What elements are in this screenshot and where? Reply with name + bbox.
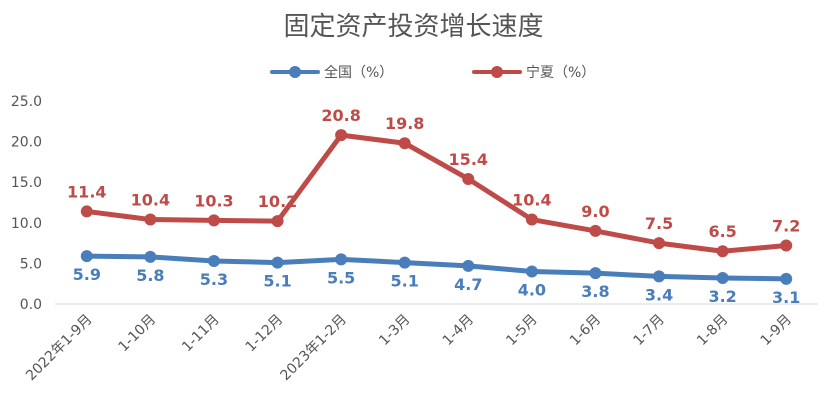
legend-label-national: 全国（%） bbox=[324, 65, 394, 81]
data-point bbox=[80, 205, 93, 218]
data-label: 7.2 bbox=[772, 217, 800, 236]
data-point bbox=[207, 254, 220, 267]
data-point bbox=[80, 250, 93, 263]
data-label: 10.4 bbox=[512, 191, 551, 210]
data-label: 4.0 bbox=[518, 281, 546, 300]
x-tick-label: 2023年1-2月 bbox=[277, 312, 349, 384]
data-point bbox=[271, 256, 284, 269]
data-label: 9.0 bbox=[581, 202, 609, 221]
legend-swatch-national bbox=[270, 66, 320, 78]
x-tick-label: 1-11月 bbox=[179, 312, 223, 356]
data-point bbox=[589, 224, 602, 237]
data-point bbox=[780, 272, 793, 285]
data-point bbox=[462, 259, 475, 272]
x-tick-label: 1-6月 bbox=[567, 312, 604, 349]
x-tick-label: 1-4月 bbox=[440, 312, 477, 349]
legend-item-ningxia: 宁夏（%） bbox=[472, 60, 595, 84]
series-ningxia: 11.4 10.4 10.3 10.2 20.8 19.8 15.4 10.4 9.0 7.5 6.… bbox=[67, 106, 800, 258]
legend: 全国（%） 宁夏（%） bbox=[0, 60, 827, 84]
data-point bbox=[144, 213, 157, 226]
series-line bbox=[84, 253, 789, 282]
x-tick-label: 1-7月 bbox=[630, 312, 667, 349]
legend-item-national: 全国（%） bbox=[270, 60, 393, 84]
x-tick-label: 1-10月 bbox=[116, 312, 160, 356]
y-tick-label: 5.0 bbox=[20, 256, 42, 272]
data-point bbox=[271, 215, 284, 228]
series-national: 5.9 5.8 5.3 5.1 5.5 5.1 4.7 4.0 3.8 3.4 3.2 3.1 bbox=[73, 250, 800, 307]
y-tick-label: 15.0 bbox=[11, 175, 42, 191]
x-tick-label: 1-5月 bbox=[503, 312, 540, 349]
x-tick-label: 1-3月 bbox=[376, 312, 413, 349]
data-label: 5.1 bbox=[263, 272, 291, 291]
y-tick-label: 10.0 bbox=[11, 216, 42, 232]
series-line bbox=[84, 132, 789, 254]
data-label: 5.1 bbox=[391, 272, 419, 291]
data-point bbox=[144, 250, 157, 263]
data-point bbox=[653, 237, 666, 250]
data-point bbox=[398, 256, 411, 269]
data-label: 4.7 bbox=[454, 275, 482, 294]
data-point bbox=[462, 172, 475, 185]
data-label: 6.5 bbox=[708, 222, 736, 241]
data-point bbox=[716, 245, 729, 258]
data-point bbox=[780, 239, 793, 252]
y-tick-label: 0.0 bbox=[20, 297, 42, 313]
data-label: 3.4 bbox=[645, 285, 673, 304]
data-point bbox=[525, 265, 538, 278]
data-label: 3.2 bbox=[708, 287, 736, 306]
data-point bbox=[207, 214, 220, 227]
data-label: 5.3 bbox=[200, 270, 228, 289]
data-label: 7.5 bbox=[645, 214, 673, 233]
x-tick-label: 1-8月 bbox=[694, 312, 731, 349]
data-point bbox=[525, 213, 538, 226]
chart-title: 固定资产投资增长速度 bbox=[283, 12, 544, 42]
data-point bbox=[335, 253, 348, 266]
data-label: 10.4 bbox=[131, 191, 170, 210]
data-label: 3.8 bbox=[581, 282, 609, 301]
data-label: 20.8 bbox=[321, 106, 360, 125]
legend-swatch-ningxia bbox=[472, 66, 522, 78]
y-tick-label: 20.0 bbox=[11, 135, 42, 151]
data-point bbox=[589, 267, 602, 280]
data-point bbox=[398, 137, 411, 150]
data-label: 11.4 bbox=[67, 182, 106, 201]
data-label: 5.8 bbox=[136, 266, 164, 285]
x-tick-label: 1-9月 bbox=[758, 312, 795, 349]
data-point bbox=[716, 272, 729, 285]
data-label: 5.9 bbox=[73, 265, 101, 284]
x-tick-label: 1-12月 bbox=[243, 312, 287, 356]
data-label: 19.8 bbox=[385, 114, 424, 133]
data-label: 10.2 bbox=[258, 192, 297, 211]
legend-label-ningxia: 宁夏（%） bbox=[526, 65, 596, 81]
data-point bbox=[653, 270, 666, 283]
data-label: 5.5 bbox=[327, 268, 355, 287]
data-label: 10.3 bbox=[194, 191, 233, 210]
data-label: 15.4 bbox=[449, 150, 488, 169]
x-tick-label: 2022年1-9月 bbox=[23, 312, 95, 384]
data-label: 3.1 bbox=[772, 288, 800, 307]
y-tick-label: 25.0 bbox=[11, 94, 42, 110]
data-point bbox=[335, 129, 348, 142]
